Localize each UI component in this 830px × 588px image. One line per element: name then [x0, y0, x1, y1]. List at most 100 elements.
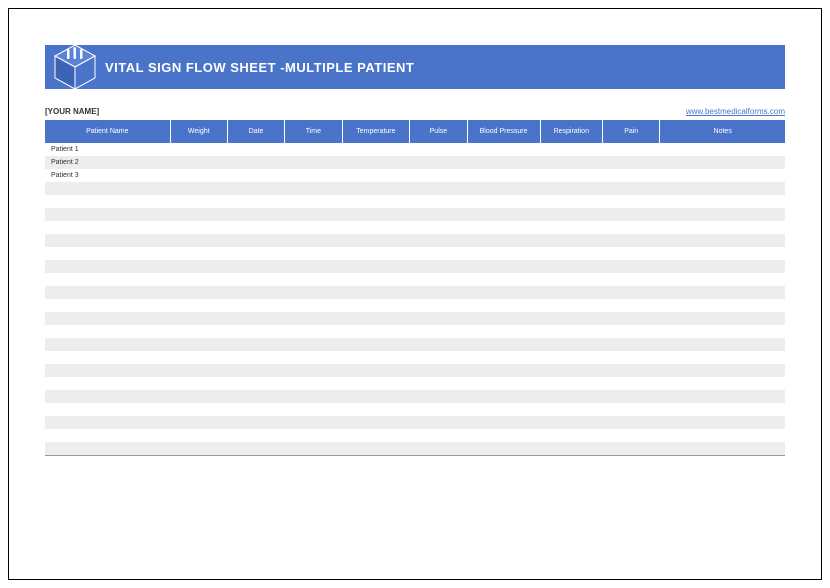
column-header: Temperature [342, 120, 410, 143]
table-cell [603, 429, 660, 442]
table-row [45, 208, 785, 221]
column-header: Weight [170, 120, 227, 143]
table-cell [45, 312, 170, 325]
table-cell [170, 208, 227, 221]
table-cell [603, 364, 660, 377]
table-cell [45, 234, 170, 247]
table-cell [467, 221, 540, 234]
table-cell [540, 312, 603, 325]
table-cell [170, 377, 227, 390]
table-cell [227, 351, 284, 364]
table-cell [285, 312, 342, 325]
table-cell [45, 416, 170, 429]
table-row: Patient 2 [45, 156, 785, 169]
table-cell [660, 299, 785, 312]
table-cell [342, 143, 410, 156]
table-cell [410, 260, 467, 273]
table-cell [603, 208, 660, 221]
table-cell [227, 286, 284, 299]
source-link[interactable]: www.bestmedicalforms.com [686, 107, 785, 116]
table-cell [342, 286, 410, 299]
table-row [45, 390, 785, 403]
table-cell [170, 286, 227, 299]
table-cell [342, 260, 410, 273]
table-row [45, 182, 785, 195]
table-cell [227, 390, 284, 403]
table-cell [342, 182, 410, 195]
table-cell [467, 182, 540, 195]
table-cell [540, 156, 603, 169]
table-cell: Patient 3 [45, 169, 170, 182]
table-cell [45, 364, 170, 377]
table-cell [227, 299, 284, 312]
table-cell [285, 364, 342, 377]
table-cell [227, 195, 284, 208]
table-cell [170, 364, 227, 377]
table-cell [170, 403, 227, 416]
table-cell [540, 429, 603, 442]
table-cell [285, 429, 342, 442]
table-cell [410, 273, 467, 286]
table-row [45, 416, 785, 429]
table-cell [603, 338, 660, 351]
table-cell [170, 416, 227, 429]
table-cell [227, 312, 284, 325]
table-cell [285, 143, 342, 156]
table-cell [410, 312, 467, 325]
table-cell [467, 416, 540, 429]
column-header: Notes [660, 120, 785, 143]
table-cell [660, 286, 785, 299]
table-cell [467, 351, 540, 364]
meta-row: [YOUR NAME] www.bestmedicalforms.com [45, 107, 785, 116]
table-cell [467, 312, 540, 325]
table-cell [45, 442, 170, 455]
table-cell [660, 182, 785, 195]
table-cell [170, 429, 227, 442]
table-row [45, 377, 785, 390]
table-cell [603, 234, 660, 247]
column-header: Pain [603, 120, 660, 143]
table-cell [540, 403, 603, 416]
table-header-row: Patient NameWeightDateTimeTemperaturePul… [45, 120, 785, 143]
table-cell [45, 299, 170, 312]
table-cell [540, 299, 603, 312]
table-cell [410, 169, 467, 182]
table-cell [467, 299, 540, 312]
table-cell [170, 143, 227, 156]
table-cell [410, 390, 467, 403]
table-cell [285, 442, 342, 455]
table-cell [540, 273, 603, 286]
table-cell [467, 442, 540, 455]
table-cell [342, 273, 410, 286]
table-cell [342, 364, 410, 377]
table-cell [227, 260, 284, 273]
table-row [45, 234, 785, 247]
table-cell [45, 273, 170, 286]
table-cell [170, 169, 227, 182]
table-cell [660, 221, 785, 234]
table-cell [660, 273, 785, 286]
table-cell [227, 156, 284, 169]
table-cell [467, 208, 540, 221]
table-row [45, 299, 785, 312]
table-cell [603, 221, 660, 234]
table-cell [342, 221, 410, 234]
table-cell [227, 247, 284, 260]
vital-signs-table: Patient NameWeightDateTimeTemperaturePul… [45, 120, 785, 455]
table-cell [603, 403, 660, 416]
table-cell [45, 390, 170, 403]
table-row [45, 312, 785, 325]
table-cell [603, 260, 660, 273]
table-cell [45, 429, 170, 442]
table-cell [227, 221, 284, 234]
table-cell [170, 325, 227, 338]
table-cell [540, 364, 603, 377]
table-cell [467, 234, 540, 247]
table-cell: Patient 1 [45, 143, 170, 156]
table-cell [540, 208, 603, 221]
table-cell [285, 390, 342, 403]
table-cell [467, 325, 540, 338]
table-cell [285, 156, 342, 169]
table-cell [170, 299, 227, 312]
document-page: VITAL SIGN FLOW SHEET -MULTIPLE PATIENT … [8, 8, 822, 580]
